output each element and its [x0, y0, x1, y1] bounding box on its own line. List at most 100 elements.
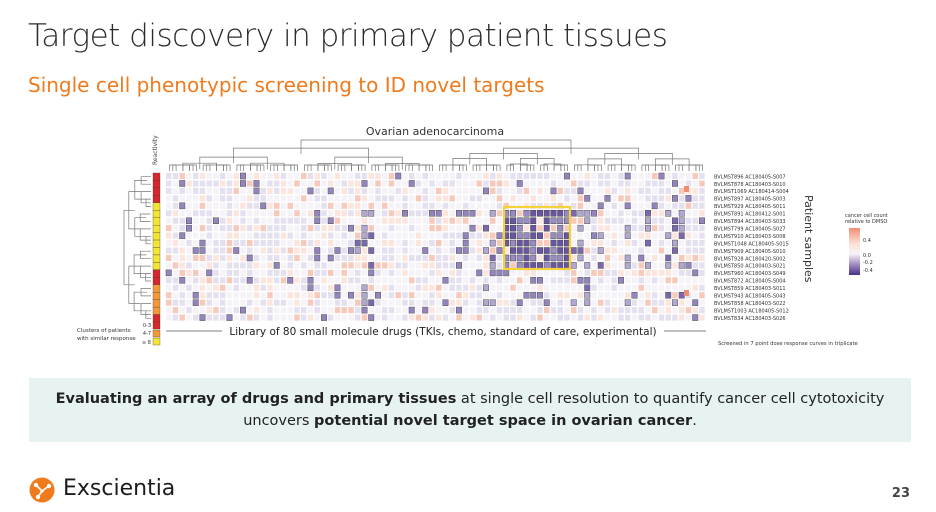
heatmap-cell — [409, 269, 415, 276]
heatmap-cell — [645, 254, 651, 261]
heatmap-cell — [571, 307, 577, 314]
heatmap-cell — [638, 277, 644, 284]
heatmap-cell — [699, 232, 705, 239]
heatmap-cell — [678, 217, 685, 224]
heatmap-cell — [429, 284, 435, 291]
heatmap-cell — [247, 292, 253, 299]
heatmap-cell — [584, 187, 590, 194]
heatmap-cell — [672, 307, 678, 314]
heatmap-cell — [260, 173, 266, 180]
heatmap-cell — [625, 180, 631, 187]
heatmap-cell — [604, 202, 611, 209]
heatmap-cell — [463, 195, 469, 202]
heatmap-cell — [692, 262, 698, 269]
heatmap-cell — [193, 277, 199, 284]
heatmap-cell — [611, 277, 617, 284]
heatmap-cell — [361, 306, 368, 314]
heatmap-cell — [422, 254, 428, 261]
heatmap-cell — [267, 210, 273, 217]
heatmap-cell — [348, 307, 354, 314]
heatmap-cell — [368, 247, 375, 254]
heatmap-cell — [550, 314, 557, 321]
heatmap-cell — [449, 247, 455, 254]
heatmap-cell — [577, 254, 584, 262]
heatmap-cell — [422, 269, 428, 276]
heatmap-cell — [334, 254, 341, 261]
heatmap-cell — [382, 284, 388, 291]
heatmap-cell — [260, 225, 266, 232]
heatmap-cell — [672, 292, 678, 299]
heatmap-cell — [631, 269, 638, 276]
heatmap-cell — [186, 307, 192, 314]
heatmap-cell — [510, 314, 516, 321]
heatmap-cell — [199, 180, 206, 187]
heatmap-cell — [584, 299, 591, 306]
heatmap-cell — [490, 202, 496, 209]
heatmap-cell — [253, 195, 260, 202]
heatmap-cell — [510, 224, 516, 232]
heatmap-cell — [395, 202, 401, 209]
heatmap-cell — [388, 307, 395, 314]
heatmap-cell — [179, 217, 185, 224]
heatmap-cell — [685, 277, 692, 284]
heatmap-cell — [341, 225, 347, 232]
heatmap-cell — [402, 240, 408, 247]
heatmap-cell — [220, 173, 226, 180]
heatmap-cell — [564, 172, 570, 180]
heatmap-cell — [611, 254, 617, 261]
heatmap-cell — [274, 173, 280, 180]
sample-label: BVLMST910 AC180403-S008 — [714, 234, 786, 240]
heatmap-cell — [429, 262, 435, 269]
heatmap-cell — [571, 240, 577, 247]
colorbar-tick: 0.0 — [863, 253, 871, 259]
heatmap-cell — [571, 269, 577, 276]
heatmap-cell — [692, 217, 698, 224]
heatmap-cell — [314, 299, 320, 306]
heatmap-cell — [517, 187, 523, 194]
heatmap-cell — [692, 232, 698, 239]
heatmap-cell — [328, 284, 334, 291]
heatmap-cell — [631, 180, 638, 187]
heatmap-cell — [172, 307, 179, 314]
heatmap-cell — [213, 217, 219, 224]
heatmap-cell — [361, 180, 368, 187]
heatmap-cell — [422, 284, 428, 291]
heatmap-cell — [368, 225, 374, 232]
heatmap-cell — [172, 217, 179, 224]
heatmap-cell — [382, 292, 388, 299]
heatmap-cell — [550, 195, 557, 202]
heatmap-cell — [658, 277, 665, 284]
heatmap-cell — [179, 262, 185, 269]
heatmap-cell — [233, 269, 239, 276]
heatmap-cell — [429, 240, 435, 247]
clusters-label-2: with similar response — [77, 336, 136, 342]
heatmap-cell — [247, 269, 253, 276]
heatmap-cell — [530, 180, 536, 187]
heatmap-cell — [672, 269, 678, 276]
heatmap-cell — [463, 187, 469, 194]
heatmap-cell — [213, 299, 219, 306]
heatmap-cell — [422, 232, 428, 239]
heatmap-cell — [665, 314, 671, 321]
heatmap-cell — [618, 299, 624, 306]
heatmap-cell — [625, 284, 631, 291]
heatmap-cell — [240, 292, 246, 299]
heatmap-cell — [375, 173, 381, 180]
heatmap-cell — [253, 299, 260, 306]
heatmap-cell — [557, 180, 563, 187]
heatmap-cell — [645, 292, 651, 299]
heatmap-cell — [584, 247, 590, 254]
heatmap-cell — [469, 254, 476, 261]
heatmap-cell — [537, 269, 543, 276]
heatmap-cell — [233, 307, 239, 314]
heatmap-cell — [598, 269, 604, 276]
heatmap-cell — [510, 307, 516, 314]
heatmap-cell — [442, 195, 449, 202]
heatmap-cell — [584, 284, 591, 292]
heatmap-cell — [314, 269, 320, 276]
heatmap-cell — [658, 254, 665, 261]
sample-label: BVLMST929 AC180405-S011 — [714, 204, 786, 210]
heatmap-cell — [490, 225, 496, 232]
heatmap-cell — [469, 202, 476, 209]
heatmap-cell — [476, 225, 482, 232]
